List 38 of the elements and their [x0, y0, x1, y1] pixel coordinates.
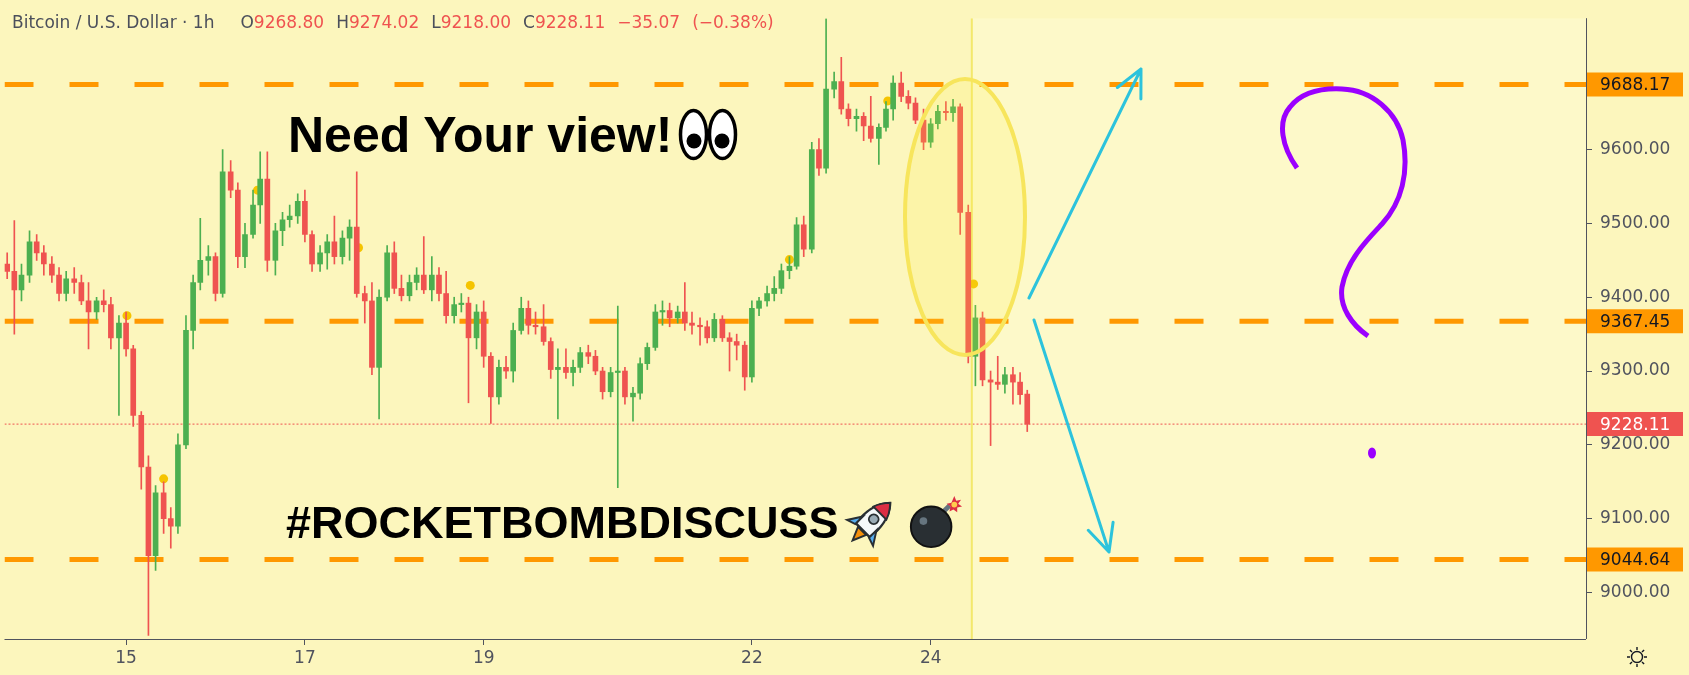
- candlestick: [733, 333, 740, 361]
- candlestick: [994, 355, 1001, 390]
- candlestick: [614, 305, 621, 489]
- text: O9268.80 H9274.02 L9218.00 C9228.11 −35.07 (−0.38%): [240, 12, 774, 32]
- x-tick-label: 17: [294, 646, 316, 667]
- candlestick: [71, 267, 78, 294]
- candlestick: [555, 348, 561, 420]
- candlestick: [286, 204, 293, 228]
- candlestick: [420, 236, 427, 294]
- y-tick-label: 9300.00: [1600, 359, 1671, 380]
- y-tick-label: 9200.00: [1600, 433, 1671, 454]
- x-tick-label: 19: [472, 646, 495, 667]
- x-tick-label: 22: [741, 646, 763, 667]
- x-tick-label: 24: [919, 646, 942, 667]
- candlestick: [1010, 367, 1016, 405]
- x-tick-label: 15: [115, 646, 137, 667]
- candlestick: [943, 101, 949, 121]
- y-tick-label: 9400.00: [1600, 285, 1671, 306]
- ref-line-label: 9044.64: [1600, 548, 1671, 569]
- ref-line-label: 9228.11: [1600, 413, 1671, 434]
- candlestick: [682, 282, 688, 331]
- candlestick: [689, 311, 695, 335]
- y-tick-label: 9100.00: [1600, 507, 1671, 528]
- candlestick: [116, 315, 122, 416]
- candlestick: [563, 348, 569, 379]
- point: [159, 474, 169, 484]
- y-tick-label: 9500.00: [1600, 211, 1671, 232]
- ref-line-label: 9688.17: [1600, 73, 1671, 94]
- point: [465, 280, 475, 290]
- annotation: #ROCKETBOMBDISCUSS: [286, 496, 839, 548]
- annotation: Need Your view!: [288, 106, 673, 163]
- candlestick: [167, 507, 174, 549]
- candlestick: [503, 355, 509, 379]
- ref-line-label: 9367.45: [1600, 310, 1671, 331]
- candlestick: [361, 285, 368, 324]
- y-tick-label: 9600.00: [1600, 138, 1671, 159]
- y-tick-label: 9000.00: [1600, 580, 1671, 601]
- chart-title: Bitcoin / U.S. Dollar · 1h: [12, 12, 215, 32]
